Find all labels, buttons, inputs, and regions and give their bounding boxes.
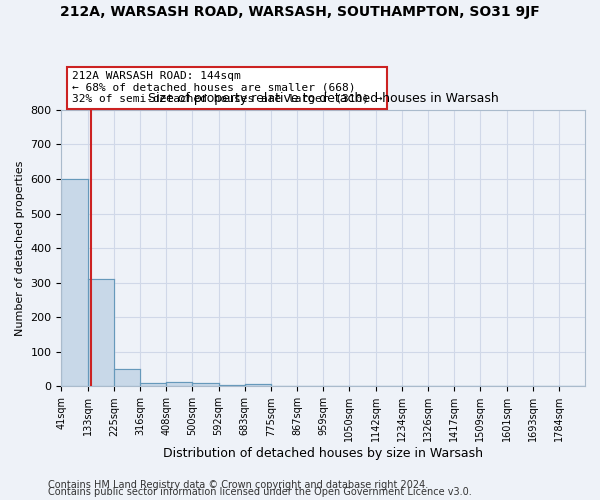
Y-axis label: Number of detached properties: Number of detached properties	[15, 160, 25, 336]
Text: 212A WARSASH ROAD: 144sqm
← 68% of detached houses are smaller (668)
32% of semi: 212A WARSASH ROAD: 144sqm ← 68% of detac…	[72, 71, 382, 104]
Text: Contains HM Land Registry data © Crown copyright and database right 2024.: Contains HM Land Registry data © Crown c…	[48, 480, 428, 490]
Text: 212A, WARSASH ROAD, WARSASH, SOUTHAMPTON, SO31 9JF: 212A, WARSASH ROAD, WARSASH, SOUTHAMPTON…	[60, 5, 540, 19]
Text: Contains public sector information licensed under the Open Government Licence v3: Contains public sector information licen…	[48, 487, 472, 497]
X-axis label: Distribution of detached houses by size in Warsash: Distribution of detached houses by size …	[163, 447, 483, 460]
Title: Size of property relative to detached houses in Warsash: Size of property relative to detached ho…	[148, 92, 499, 104]
